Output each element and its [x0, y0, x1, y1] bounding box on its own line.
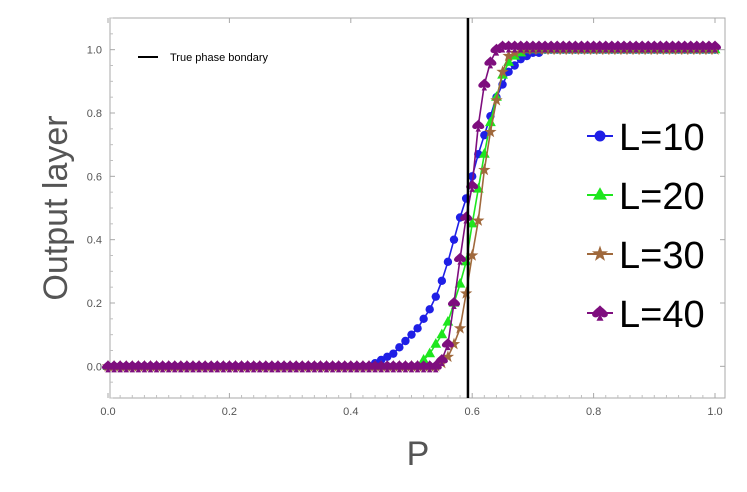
data-point-l10	[504, 67, 513, 77]
data-point-l40	[478, 78, 491, 91]
y-tick-label: 1.0	[87, 45, 102, 57]
data-point-l20	[424, 347, 436, 358]
data-point-l30	[490, 93, 503, 106]
data-point-l10	[431, 292, 440, 301]
legend-swatch-marker	[592, 305, 608, 321]
data-point-l10	[449, 235, 459, 244]
data-point-l30	[502, 49, 515, 62]
legend-label: L=30	[619, 235, 705, 277]
data-point-l30	[472, 214, 485, 226]
data-point-l10	[389, 349, 398, 358]
data-point-l20	[418, 354, 430, 364]
x-axis-title: P	[407, 435, 430, 473]
data-point-l10	[443, 257, 453, 267]
data-point-l40	[447, 297, 461, 309]
data-point-l10	[395, 343, 404, 352]
data-point-l30	[478, 163, 491, 176]
data-point-l20	[472, 183, 484, 193]
data-point-l40	[441, 338, 454, 351]
legend-item-l40: L=40	[587, 294, 705, 336]
legend-swatch-marker	[592, 187, 608, 200]
x-tick-label: 0.2	[222, 406, 237, 418]
data-point-l10	[468, 172, 477, 181]
legend-swatch-marker	[591, 245, 609, 261]
data-point-l10	[401, 336, 410, 346]
x-tick-label: 0.4	[343, 406, 358, 418]
y-tick-label: 0.2	[87, 298, 102, 310]
data-point-l20	[485, 116, 496, 127]
y-axis: 0.0 0.2 0.4 0.6 0.8 1.0	[87, 17, 725, 399]
data-point-l30	[441, 350, 455, 363]
data-point-l30	[466, 249, 479, 261]
legend-label: L=40	[619, 294, 705, 336]
boundary-legend-label: True phase bondary	[170, 52, 269, 64]
y-tick-label: 0.4	[87, 235, 102, 247]
data-point-l30	[453, 321, 467, 334]
data-point-l10	[437, 276, 447, 286]
x-tick-label: 1.0	[707, 406, 722, 418]
data-point-l30	[447, 337, 461, 350]
data-point-l20	[430, 338, 442, 348]
x-tick-label: 0.8	[586, 406, 601, 418]
data-point-l20	[454, 278, 466, 288]
data-point-l40	[708, 40, 722, 53]
series-layer	[101, 40, 722, 373]
data-point-l10	[419, 314, 428, 324]
data-point-l10	[480, 130, 489, 140]
data-point-l40	[472, 119, 485, 132]
data-point-l30	[484, 125, 497, 138]
boundary-legend: True phase bondary	[138, 52, 269, 64]
y-axis-title: Output layer	[37, 115, 75, 300]
legend-label: L=20	[619, 176, 705, 218]
data-point-l10	[413, 324, 422, 333]
data-point-l10	[425, 305, 434, 314]
x-axis: 0.0 0.2 0.4 0.6 0.8 1.0	[100, 18, 723, 418]
legend-item-l20: L=20	[587, 176, 705, 218]
data-point-l30	[496, 65, 509, 78]
y-tick-label: 0.8	[87, 108, 102, 120]
data-point-l20	[436, 328, 448, 339]
legend-swatch-marker	[594, 130, 606, 142]
x-tick-label: 0.0	[100, 406, 115, 418]
legend-label: L=10	[619, 117, 705, 159]
data-point-l40	[429, 360, 442, 373]
data-point-l40	[435, 354, 448, 366]
data-point-l10	[407, 330, 416, 339]
legend-item-l30: L=30	[587, 235, 705, 277]
y-tick-label: 0.6	[87, 171, 102, 183]
y-tick-label: 0.0	[87, 361, 102, 373]
legend-item-l10: L=10	[587, 117, 705, 159]
series-legend: L=10 L=20 L=30 L=40	[587, 117, 705, 336]
data-point-l30	[459, 287, 473, 299]
data-point-l40	[484, 56, 497, 69]
data-point-l40	[454, 252, 467, 265]
x-tick-label: 0.6	[465, 406, 480, 418]
